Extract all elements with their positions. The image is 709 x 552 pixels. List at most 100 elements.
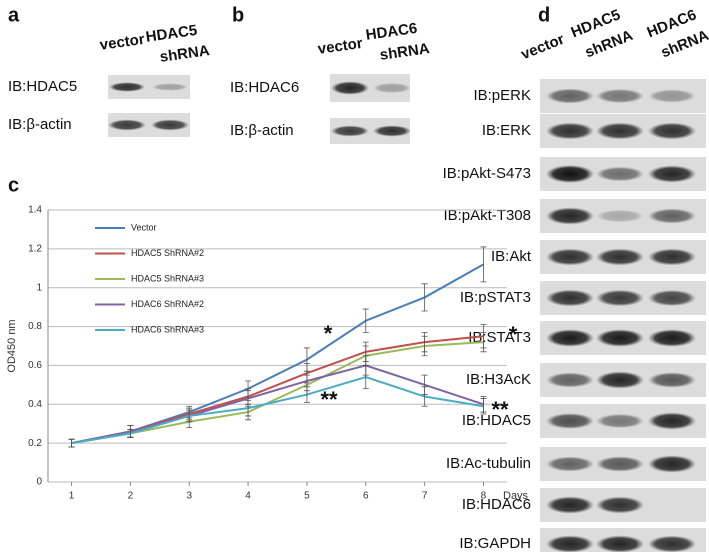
- band: [546, 496, 594, 514]
- row-label: IB:ERK: [482, 122, 531, 139]
- band: [596, 166, 644, 182]
- x-tick-label: 5: [304, 491, 310, 502]
- band: [596, 329, 644, 347]
- significance-mark: *: [509, 322, 518, 347]
- lane-header: HDAC6: [365, 20, 419, 44]
- legend-label: HDAC5 ShRNA#2: [131, 248, 204, 258]
- error-bar: [68, 438, 75, 448]
- row-label: IB:H3AcK: [466, 371, 531, 388]
- error-bar: [480, 398, 487, 415]
- band: [648, 122, 696, 140]
- band: [648, 412, 696, 430]
- band: [546, 289, 594, 307]
- y-tick-label: 0.2: [28, 438, 42, 449]
- panel-label: a: [8, 4, 20, 26]
- band: [648, 248, 696, 266]
- x-axis-label: Days: [503, 490, 529, 502]
- band: [648, 535, 696, 552]
- y-tick-label: 0.6: [28, 360, 42, 371]
- lane-header: vector: [317, 35, 364, 58]
- y-tick-label: 1.2: [28, 243, 42, 254]
- x-tick-label: 8: [481, 491, 487, 502]
- row-label: IB:HDAC5: [462, 412, 531, 429]
- band: [546, 535, 594, 552]
- lane-header: vector: [99, 31, 146, 54]
- band: [648, 208, 696, 224]
- x-tick-label: 7: [422, 491, 428, 502]
- row-label: IB:β-actin: [230, 122, 294, 139]
- error-bar: [362, 308, 369, 333]
- panel-label: c: [8, 174, 19, 196]
- band: [596, 289, 644, 307]
- series-line: [71, 341, 484, 445]
- band: [109, 82, 145, 92]
- band: [596, 209, 644, 223]
- error-bar: [245, 400, 252, 417]
- lane-header: shRNA: [159, 42, 211, 66]
- panel-label: d: [538, 4, 550, 26]
- band: [596, 496, 644, 514]
- row-label: IB:STAT3: [468, 329, 531, 346]
- row-label: IB:HDAC5: [8, 78, 77, 95]
- y-tick-label: 0.8: [28, 321, 42, 332]
- x-tick-label: 1: [69, 491, 75, 502]
- row-label: IB:pERK: [473, 87, 531, 104]
- band: [331, 81, 369, 95]
- error-bar: [127, 429, 134, 438]
- y-tick-label: 0: [36, 477, 42, 488]
- row-label: IB:Ac-tubulin: [446, 455, 531, 472]
- row-label: IB:GAPDH: [459, 535, 531, 552]
- error-bar: [421, 386, 428, 407]
- significance-mark: **: [320, 387, 338, 412]
- row-label: IB:HDAC6: [462, 496, 531, 513]
- band: [596, 248, 644, 266]
- error-bar: [186, 409, 193, 423]
- x-tick-label: 2: [128, 491, 134, 502]
- band: [596, 371, 644, 389]
- band: [648, 329, 696, 347]
- row-label: IB:pSTAT3: [460, 289, 531, 306]
- x-tick-label: 3: [186, 491, 192, 502]
- band: [596, 456, 644, 472]
- x-tick-label: 4: [245, 491, 251, 502]
- band: [648, 289, 696, 307]
- series-line: [71, 364, 484, 445]
- x-tick-label: 6: [363, 491, 369, 502]
- significance-mark: *: [324, 321, 333, 346]
- band: [648, 165, 696, 183]
- legend-label: HDAC6 ShRNA#3: [131, 324, 204, 334]
- legend-label: HDAC5 ShRNA#3: [131, 273, 204, 283]
- band: [546, 248, 594, 266]
- lane-header: HDAC5: [145, 22, 199, 46]
- significance-mark: **: [491, 397, 509, 422]
- error-bar: [421, 283, 428, 312]
- band: [108, 119, 146, 131]
- band: [546, 329, 594, 347]
- error-bar: [421, 335, 428, 357]
- band: [648, 89, 696, 103]
- series-line: [71, 376, 484, 445]
- band: [151, 119, 189, 131]
- band: [546, 165, 594, 183]
- y-axis-label: OD450 nm: [6, 319, 18, 372]
- legend-label: HDAC6 ShRNA#2: [131, 299, 204, 309]
- error-bar: [303, 386, 310, 403]
- y-tick-label: 0.4: [28, 399, 42, 410]
- y-tick-label: 1.4: [28, 205, 42, 216]
- legend-label: Vector: [131, 222, 157, 232]
- error-bar: [362, 365, 369, 390]
- band: [373, 125, 411, 137]
- series-line: [71, 263, 484, 445]
- y-tick-label: 1: [36, 282, 42, 293]
- band: [373, 82, 411, 94]
- lane-header: shRNA: [379, 40, 431, 64]
- band: [546, 122, 594, 140]
- band: [596, 122, 644, 140]
- band: [596, 88, 644, 104]
- row-label: IB:HDAC6: [230, 79, 299, 96]
- band: [546, 372, 594, 388]
- row-label: IB:β-actin: [8, 116, 72, 133]
- lane-header: vector: [519, 31, 567, 64]
- band: [546, 413, 594, 429]
